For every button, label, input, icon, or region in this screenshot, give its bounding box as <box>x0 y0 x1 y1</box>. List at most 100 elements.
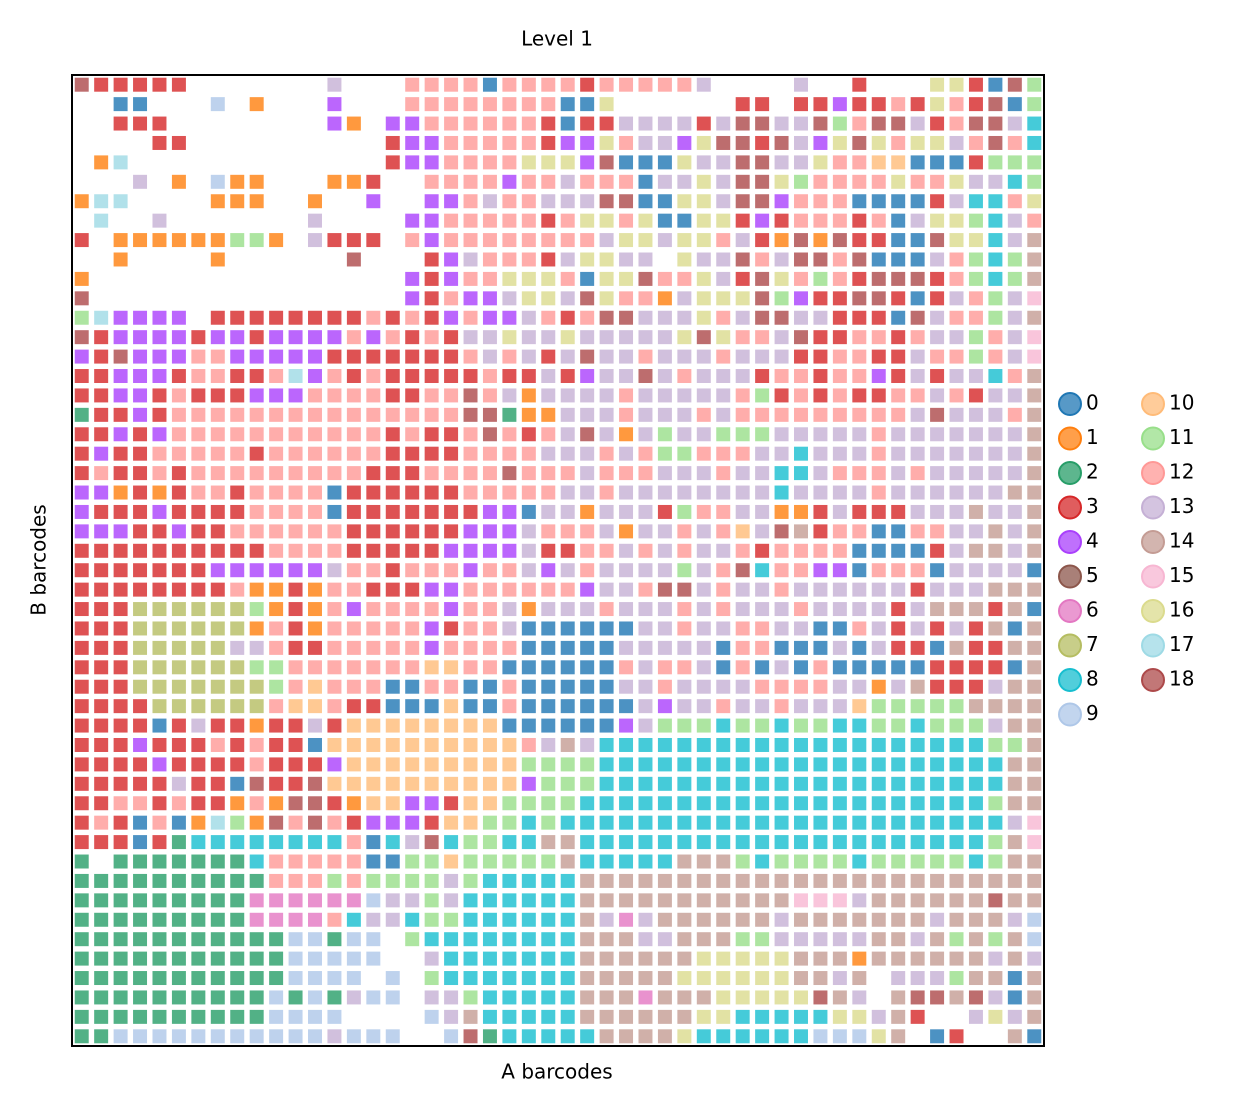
cell <box>346 971 361 986</box>
cell <box>210 737 225 752</box>
cell <box>891 932 906 947</box>
cell <box>463 291 478 306</box>
cell <box>988 718 1003 733</box>
cell <box>619 388 634 403</box>
cell <box>755 621 770 636</box>
cell <box>482 330 497 345</box>
cell <box>930 737 945 752</box>
cell <box>94 660 109 675</box>
cell <box>580 233 595 248</box>
cell <box>657 135 672 150</box>
cell <box>385 602 400 617</box>
cell <box>444 757 459 772</box>
cell <box>230 912 245 927</box>
cell <box>891 621 906 636</box>
cell <box>327 621 342 636</box>
cell <box>249 602 264 617</box>
cell <box>1007 718 1022 733</box>
cell <box>308 233 322 248</box>
cell <box>677 407 692 422</box>
cell <box>405 213 420 228</box>
cell <box>385 660 400 675</box>
cell <box>599 971 614 986</box>
cell <box>502 932 517 947</box>
cell <box>949 563 964 578</box>
cell <box>580 854 595 869</box>
cell <box>230 233 245 248</box>
cell <box>152 1009 167 1024</box>
cell <box>891 912 906 927</box>
cell <box>346 582 361 597</box>
cell <box>560 699 575 714</box>
cell <box>968 485 983 500</box>
legend-marker <box>1141 668 1165 692</box>
cell <box>696 407 711 422</box>
cell <box>463 854 478 869</box>
cell <box>735 912 750 927</box>
cell <box>152 135 167 150</box>
cell <box>308 582 322 597</box>
cell <box>657 1029 672 1044</box>
cell <box>852 815 867 830</box>
cell <box>541 776 556 791</box>
cell <box>249 543 264 558</box>
cell <box>794 252 808 267</box>
cell <box>113 427 128 442</box>
cell <box>891 776 906 791</box>
cell <box>813 621 828 636</box>
cell <box>871 446 886 461</box>
cell <box>74 932 89 947</box>
cell <box>949 951 964 966</box>
cell <box>482 194 497 209</box>
cell <box>74 699 89 714</box>
cell <box>308 194 322 209</box>
cell <box>113 97 128 112</box>
cell <box>502 271 517 286</box>
cell <box>133 563 148 578</box>
cell <box>560 194 575 209</box>
cell <box>852 233 867 248</box>
cell <box>774 135 789 150</box>
cell <box>327 427 342 442</box>
cell <box>560 815 575 830</box>
cell <box>210 252 225 267</box>
cell <box>482 135 497 150</box>
cell <box>657 271 672 286</box>
cell <box>230 796 245 811</box>
cell <box>191 971 206 986</box>
cell <box>502 407 517 422</box>
cell <box>308 543 322 558</box>
cell <box>113 854 128 869</box>
cell <box>541 796 556 811</box>
cell <box>930 330 945 345</box>
cell <box>346 640 361 655</box>
cell <box>502 310 517 325</box>
cell <box>1007 388 1022 403</box>
cell <box>696 640 711 655</box>
cell <box>230 854 245 869</box>
cell <box>94 737 109 752</box>
cell <box>541 1029 556 1044</box>
cell <box>502 640 517 655</box>
cell <box>405 310 420 325</box>
cell <box>424 194 439 209</box>
cell <box>74 466 89 481</box>
cell <box>832 796 847 811</box>
cell <box>755 271 770 286</box>
cell <box>171 407 186 422</box>
cell <box>755 466 770 481</box>
cell <box>366 776 381 791</box>
cell <box>133 893 148 908</box>
cell <box>94 446 109 461</box>
cell <box>541 271 556 286</box>
cell <box>482 757 497 772</box>
cell <box>619 155 634 170</box>
cell <box>521 116 536 131</box>
cell <box>288 466 303 481</box>
cell <box>910 640 925 655</box>
cell <box>405 504 420 519</box>
cell <box>541 504 556 519</box>
cell <box>930 291 945 306</box>
cell <box>755 233 770 248</box>
cell <box>891 971 906 986</box>
